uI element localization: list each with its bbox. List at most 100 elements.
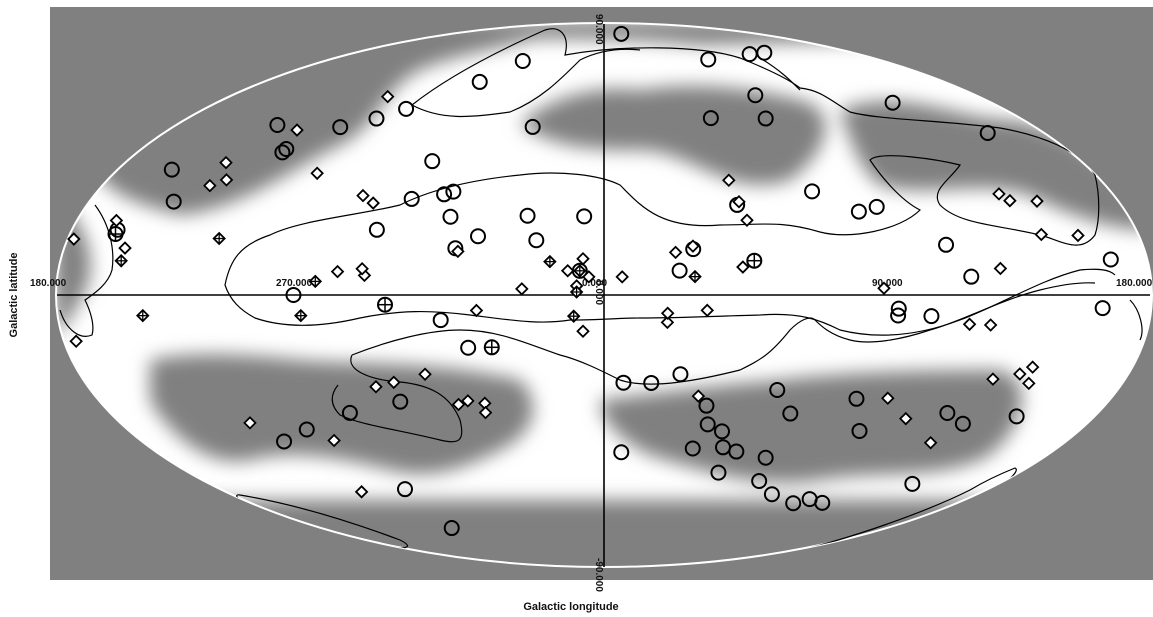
circle-marker [710, 464, 727, 481]
diamond-marker [582, 270, 596, 284]
circle-marker [741, 46, 758, 63]
grey-region-north-center [520, 85, 826, 185]
circle-marker [954, 415, 971, 432]
circle-marker [684, 440, 701, 457]
grey-region-south-cap [60, 500, 1150, 567]
diamond-marker [986, 372, 1000, 386]
diamond-marker [461, 394, 475, 408]
circle-marker [269, 117, 286, 134]
circle-marker [445, 183, 462, 200]
diamond-cross-marker [294, 308, 308, 323]
circle-marker [392, 393, 409, 410]
diamond-marker [1034, 227, 1049, 242]
circle-marker [298, 421, 315, 438]
circle-marker [698, 397, 715, 414]
circle-marker [613, 444, 630, 461]
axes [57, 24, 1150, 567]
circle-marker [274, 144, 291, 161]
circle-marker [165, 193, 182, 210]
diamond-marker [1013, 367, 1027, 381]
circle-marker [939, 404, 956, 421]
circle-cross-marker [107, 226, 124, 243]
circle-marker [278, 140, 295, 157]
circle-marker [757, 110, 774, 127]
circle-marker [804, 183, 821, 200]
diamond-marker [660, 315, 675, 330]
circle-marker [524, 118, 541, 135]
x-axis-title: Galactic longitude [523, 601, 618, 613]
circle-marker [757, 449, 774, 466]
circle-marker [702, 110, 719, 127]
circle-marker [848, 390, 865, 407]
diamond-marker [310, 166, 324, 181]
diamond-marker [899, 411, 913, 426]
circle-cross-marker [377, 296, 394, 313]
circle-marker [163, 161, 180, 178]
circle-marker [801, 491, 818, 508]
y-axis-title: Galactic latitude [8, 253, 20, 338]
diamond-marker [366, 196, 380, 210]
circle-marker [368, 110, 385, 127]
circle-cross-marker [483, 339, 500, 356]
diamond-marker [700, 303, 715, 318]
diamond-marker [1025, 360, 1040, 374]
grey-region-northeast [840, 100, 1150, 231]
diamond-marker [369, 379, 383, 394]
contour-far-west [59, 204, 114, 337]
circle-marker [763, 486, 780, 503]
contour-south-center [351, 282, 1096, 385]
lon-tick-label: 0.000 [582, 278, 607, 289]
diamond-marker [668, 245, 683, 260]
diamond-marker [330, 264, 345, 279]
circle-marker [436, 186, 453, 203]
circle-marker [1008, 408, 1025, 425]
circle-marker [341, 404, 358, 421]
data-markers [67, 25, 1119, 537]
circle-marker [470, 228, 487, 245]
diamond-marker [219, 155, 233, 170]
diamond-marker [736, 260, 750, 274]
diamond-marker [1030, 194, 1044, 208]
diamond-marker [380, 89, 395, 104]
circle-marker [747, 87, 764, 104]
lat-tick-label: 0.000 [593, 280, 604, 305]
circle-marker [700, 51, 717, 68]
circle-marker [615, 374, 632, 391]
circle-marker [424, 153, 441, 170]
diamond-marker [560, 264, 575, 278]
diamond-marker [451, 244, 465, 259]
circle-marker [442, 208, 459, 225]
diamond-marker [355, 261, 369, 276]
circle-marker [923, 308, 940, 325]
circle-marker [332, 119, 349, 136]
diamond-marker [660, 306, 675, 321]
circle-marker [782, 405, 799, 422]
diamond-marker [67, 232, 81, 246]
circle-marker [368, 221, 385, 238]
circle-marker [671, 262, 688, 279]
diamond-marker [354, 485, 369, 499]
diamond-marker [740, 213, 754, 228]
circle-marker [751, 473, 768, 490]
circle-marker [1094, 300, 1111, 317]
circle-marker [460, 339, 477, 356]
diamond-marker [877, 281, 891, 296]
contour-north [224, 28, 1116, 336]
diamond-cross-marker [569, 285, 584, 299]
diamond-cross-marker [688, 269, 702, 284]
diamond-cross-marker [212, 231, 226, 246]
diamond-cross-marker [308, 274, 323, 289]
lon-tick-label: 180.000 [30, 278, 67, 289]
circle-marker [528, 232, 545, 249]
circle-marker [851, 422, 868, 439]
diamond-marker [732, 194, 746, 209]
contour-north-ne-loop [759, 57, 801, 91]
diamond-marker [515, 282, 529, 296]
circle-marker [398, 100, 415, 117]
lon-tick-label: 90.000 [872, 278, 903, 289]
circle-marker [443, 520, 460, 537]
diamond-marker [983, 318, 998, 332]
diamond-marker [992, 187, 1006, 201]
diamond-marker [881, 391, 895, 405]
diamond-marker [118, 241, 132, 255]
